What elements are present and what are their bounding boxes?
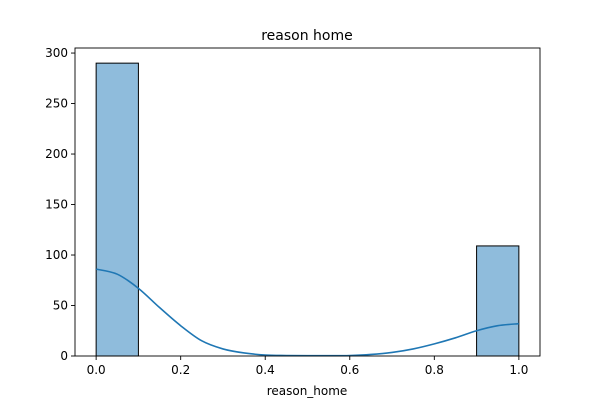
histogram-bar-0 (95, 62, 139, 357)
x-tick-label-3: 0.6 (340, 363, 359, 377)
y-tick-label-3: 150 (45, 198, 68, 212)
bars-group (95, 62, 520, 357)
x-tick-label-2: 0.4 (256, 363, 275, 377)
histogram-bar-9 (476, 245, 520, 357)
chart-title: reason home (261, 28, 353, 44)
plot-frame (74, 47, 541, 357)
x-tick-label-4: 0.8 (425, 363, 444, 377)
y-tick-label-0: 0 (60, 349, 68, 363)
kde-curve (95, 268, 519, 357)
x-tick-label-0: 0.0 (87, 363, 106, 377)
x-axis-ticks: 0.0 0.2 0.4 0.6 0.8 1.0 (87, 356, 528, 377)
y-tick-label-4: 200 (45, 147, 68, 161)
y-tick-label-6: 300 (45, 46, 68, 60)
y-tick-label-5: 250 (45, 97, 68, 111)
y-tick-label-1: 50 (53, 299, 68, 313)
x-tick-label-5: 1.0 (509, 363, 528, 377)
x-tick-label-1: 0.2 (171, 363, 190, 377)
x-axis-label: reason_home (267, 384, 348, 398)
y-tick-label-2: 100 (45, 248, 68, 262)
y-axis-ticks: 0 50 100 150 200 250 300 (45, 46, 75, 363)
